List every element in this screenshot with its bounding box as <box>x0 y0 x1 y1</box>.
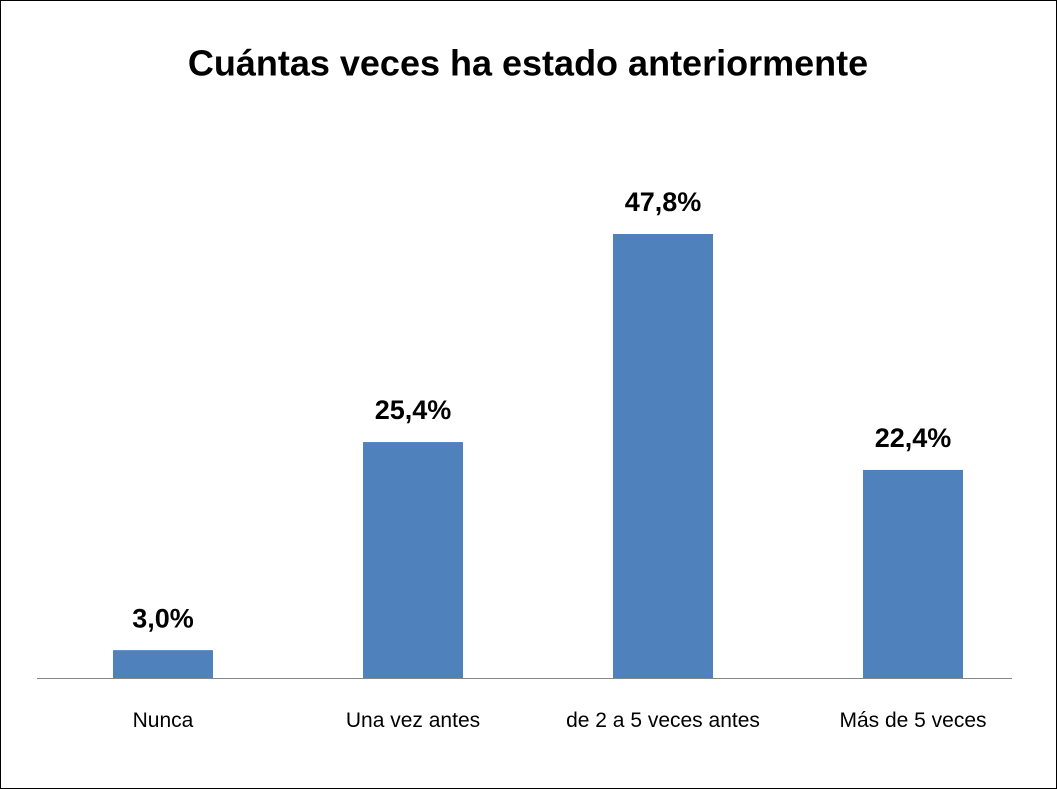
chart-title: Cuántas veces ha estado anteriormente <box>188 43 868 84</box>
bar <box>613 234 713 678</box>
x-tick-label: Nunca <box>132 709 194 732</box>
bar <box>863 469 963 678</box>
data-label: 22,4% <box>875 423 952 453</box>
data-label: 47,8% <box>625 187 702 217</box>
x-tick-label: Una vez antes <box>345 709 481 732</box>
bar <box>113 650 213 678</box>
x-tick-label: de 2 a 5 veces antes <box>566 709 760 732</box>
data-label: 3,0% <box>132 603 194 633</box>
data-label: 25,4% <box>375 395 452 425</box>
x-tick-label: Más de 5 veces <box>839 709 987 732</box>
bar <box>363 442 463 678</box>
